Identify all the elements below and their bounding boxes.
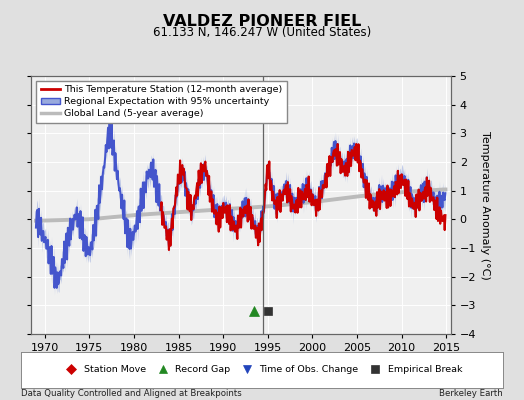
Legend: This Temperature Station (12-month average), Regional Expectation with 95% uncer: This Temperature Station (12-month avera…	[36, 81, 288, 123]
Text: VALDEZ PIONEER FIEL: VALDEZ PIONEER FIEL	[163, 14, 361, 29]
Text: Berkeley Earth: Berkeley Earth	[439, 389, 503, 398]
Text: 61.133 N, 146.247 W (United States): 61.133 N, 146.247 W (United States)	[153, 26, 371, 39]
Y-axis label: Temperature Anomaly (°C): Temperature Anomaly (°C)	[481, 131, 490, 279]
Text: Data Quality Controlled and Aligned at Breakpoints: Data Quality Controlled and Aligned at B…	[21, 389, 242, 398]
Legend: Station Move, Record Gap, Time of Obs. Change, Empirical Break: Station Move, Record Gap, Time of Obs. C…	[60, 364, 464, 376]
